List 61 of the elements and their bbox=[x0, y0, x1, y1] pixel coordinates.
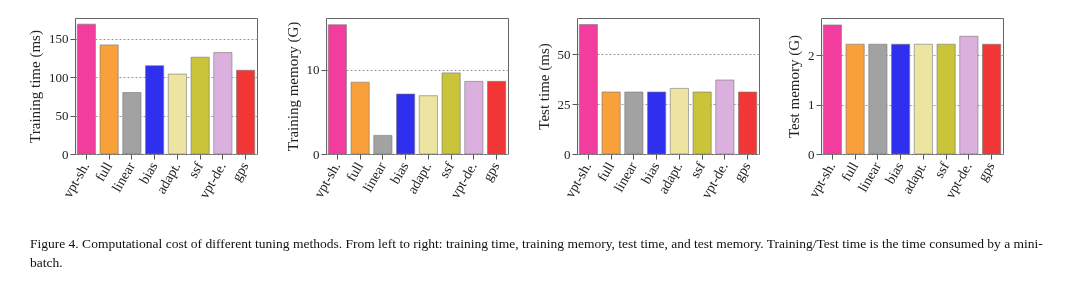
y-tick-label: 50 bbox=[55, 108, 69, 124]
caption: Figure 4. Computational cost of different tuning methods. From left to right: training time, training memory, test time, and test memory. Training/Test time is the time consumed by a mini-batch. bbox=[30, 235, 1044, 272]
bar bbox=[464, 81, 484, 155]
x-tick-label: gps bbox=[479, 159, 503, 184]
y-axis-title: Test memory (G) bbox=[786, 34, 803, 139]
y-axis-title: Training memory (G) bbox=[284, 21, 302, 152]
y-tick-label: 100 bbox=[49, 69, 69, 85]
bar bbox=[418, 95, 438, 155]
x-tick-label: ssf bbox=[931, 159, 953, 181]
x-tick-label: bias bbox=[638, 159, 663, 187]
bar bbox=[396, 93, 416, 155]
y-tick-label: 25 bbox=[557, 96, 571, 112]
bar bbox=[959, 36, 979, 155]
bar bbox=[601, 91, 621, 155]
x-tick-label: ssf bbox=[687, 159, 709, 181]
bar bbox=[692, 91, 712, 155]
bar bbox=[845, 43, 865, 155]
bar bbox=[236, 69, 256, 155]
bar bbox=[913, 43, 933, 155]
bar bbox=[982, 43, 1002, 155]
bar bbox=[76, 23, 96, 155]
y-tick-label: 10 bbox=[306, 62, 320, 78]
bar bbox=[578, 24, 598, 155]
bar bbox=[441, 72, 461, 155]
x-tick-label: ssf bbox=[185, 159, 207, 181]
x-tick-label: bias bbox=[387, 159, 412, 187]
bar bbox=[936, 43, 956, 155]
bar bbox=[822, 24, 842, 155]
bar bbox=[145, 65, 165, 155]
y-tick-label: 1 bbox=[808, 97, 815, 113]
y-axis-title: Test time (ms) bbox=[535, 43, 553, 130]
bar bbox=[738, 91, 758, 155]
bar bbox=[327, 24, 347, 155]
y-tick-label: 0 bbox=[313, 146, 320, 162]
bar bbox=[350, 81, 370, 155]
bar bbox=[190, 56, 210, 155]
x-tick-label: ssf bbox=[436, 159, 458, 181]
x-tick-label: bias bbox=[136, 159, 161, 187]
x-tick-label: full bbox=[594, 159, 618, 184]
bar bbox=[669, 88, 689, 155]
y-tick-label: 0 bbox=[564, 146, 571, 162]
y-tick-label: 0 bbox=[62, 146, 69, 162]
x-tick-label: full bbox=[92, 159, 116, 184]
x-tick-label: gps bbox=[228, 159, 252, 184]
bar bbox=[99, 44, 119, 155]
x-tick-label: bias bbox=[882, 159, 907, 187]
y-tick-label: 150 bbox=[49, 31, 69, 47]
bar bbox=[647, 91, 667, 155]
y-tick-label: 2 bbox=[808, 47, 815, 63]
bar bbox=[167, 73, 187, 155]
bar bbox=[891, 43, 911, 155]
bar bbox=[213, 52, 233, 155]
x-tick-label: gps bbox=[730, 159, 754, 184]
bar bbox=[487, 81, 507, 155]
bar bbox=[715, 79, 735, 155]
x-tick-label: gps bbox=[974, 159, 998, 184]
y-tick-label: 0 bbox=[808, 146, 815, 162]
y-tick-label: 50 bbox=[557, 46, 571, 62]
x-tick-label: full bbox=[343, 159, 367, 184]
x-tick-label: full bbox=[838, 159, 862, 184]
y-axis-title: Training time (ms) bbox=[27, 30, 44, 143]
